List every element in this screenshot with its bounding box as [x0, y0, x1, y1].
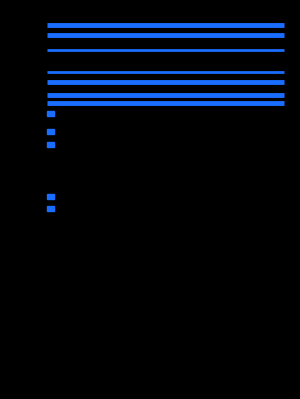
Bar: [47, 142, 54, 146]
Bar: [47, 111, 54, 115]
Bar: [47, 128, 54, 134]
Bar: [47, 194, 54, 198]
Bar: [47, 205, 54, 211]
